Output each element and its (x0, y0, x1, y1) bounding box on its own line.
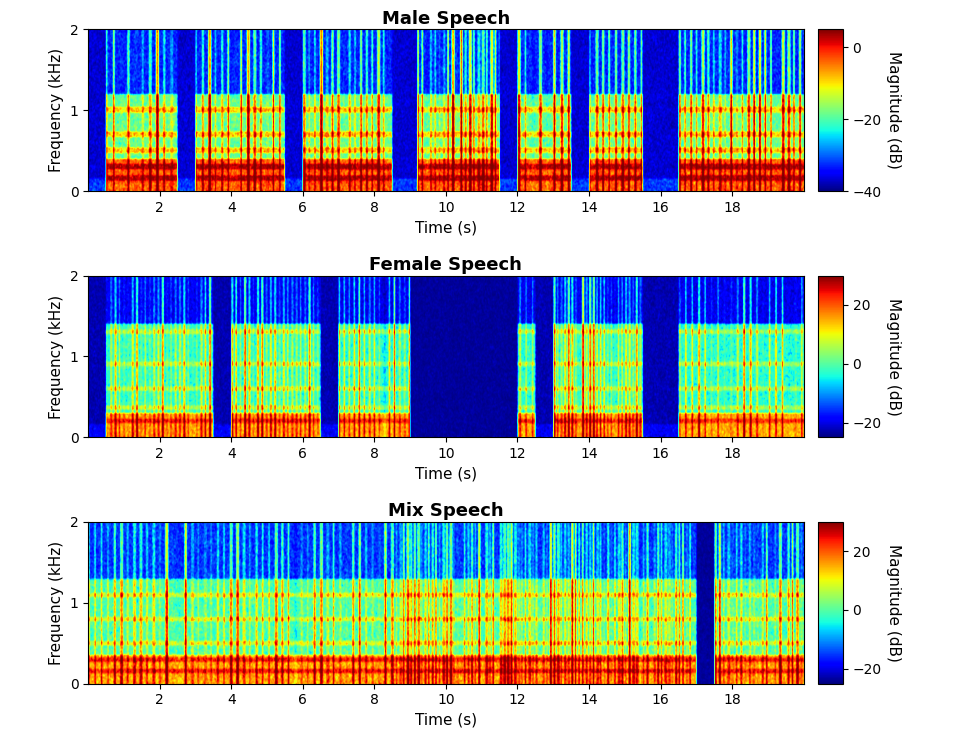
Title: Female Speech: Female Speech (369, 256, 522, 274)
X-axis label: Time (s): Time (s) (415, 713, 477, 728)
Y-axis label: Magnitude (dB): Magnitude (dB) (886, 544, 901, 662)
Title: Mix Speech: Mix Speech (388, 502, 504, 520)
Y-axis label: Frequency (kHz): Frequency (kHz) (49, 49, 64, 173)
Y-axis label: Magnitude (dB): Magnitude (dB) (886, 298, 901, 415)
Y-axis label: Frequency (kHz): Frequency (kHz) (49, 295, 64, 418)
X-axis label: Time (s): Time (s) (415, 467, 477, 481)
Y-axis label: Frequency (kHz): Frequency (kHz) (49, 540, 64, 664)
Title: Male Speech: Male Speech (382, 10, 510, 28)
X-axis label: Time (s): Time (s) (415, 220, 477, 236)
Y-axis label: Magnitude (dB): Magnitude (dB) (886, 51, 901, 169)
